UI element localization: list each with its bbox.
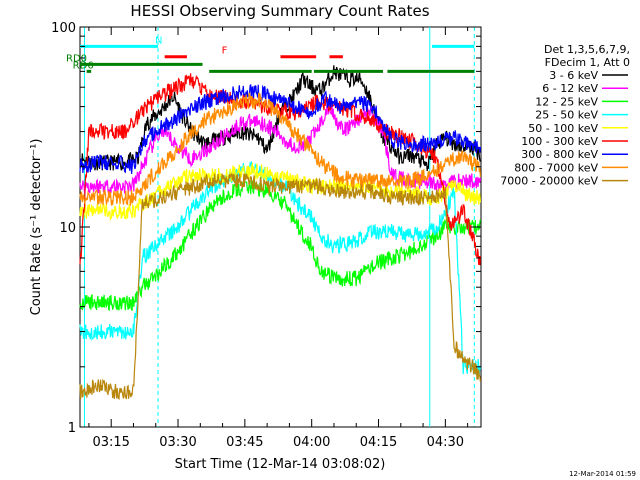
legend-label-3: 25 - 50 keV [535,109,598,122]
series-line-2 [79,179,481,312]
flag-label-2: RD0 [66,53,87,64]
data-series [79,65,481,400]
x-tick-label-4: 04:15 [360,435,397,450]
legend: Det 1,3,5,6,7,9, FDecim 1, Att 0 3 - 6 k… [500,43,630,188]
x-tick-label-5: 04:30 [427,435,464,450]
chart-title: HESSI Observing Summary Count Rates [130,2,429,20]
y-axis-label: Count Rate (s⁻¹ detector⁻¹) [29,139,44,316]
vertical-markers [83,27,475,427]
y-tick-label-2: 100 [51,21,76,36]
legend-label-6: 300 - 800 keV [521,148,598,161]
x-tick-label-1: 03:30 [159,435,196,450]
legend-header-line-2: FDecim 1, Att 0 [545,56,630,69]
legend-label-2: 12 - 25 keV [535,95,598,108]
legend-label-0: 3 - 6 keV [549,69,598,82]
x-axis-ticks: 03:15 03:30 03:45 04:00 04:15 04:30 [88,27,469,450]
timestamp: 12-Mar-2014 01:59 [569,470,636,478]
legend-label-1: 6 - 12 keV [542,82,598,95]
series-line-3 [79,161,481,375]
series-line-7 [79,92,481,206]
flag-label-3: RD6 [73,60,94,71]
flag-label-0: N [155,35,162,46]
series-line-8 [79,171,481,400]
series-line-6 [79,83,481,174]
x-tick-label-3: 04:00 [293,435,330,450]
plot-frame [79,26,482,428]
y-tick-label-0: 1 [68,421,76,436]
x-axis-label: Start Time (12-Mar-14 03:08:02) [175,457,386,472]
legend-header-line-1: Det 1,3,5,6,7,9, [544,43,630,56]
legend-label-8: 7000 - 20000 keV [500,175,598,188]
legend-label-7: 800 - 7000 keV [514,161,598,174]
flag-label-1: F [222,46,228,57]
y-axis-ticks: 1 10 100 [51,21,481,436]
y-tick-label-1: 10 [59,221,76,236]
x-tick-label-2: 03:45 [226,435,263,450]
legend-label-5: 100 - 300 keV [521,135,598,148]
x-tick-label-0: 03:15 [92,435,129,450]
legend-label-4: 50 - 100 keV [528,122,598,135]
